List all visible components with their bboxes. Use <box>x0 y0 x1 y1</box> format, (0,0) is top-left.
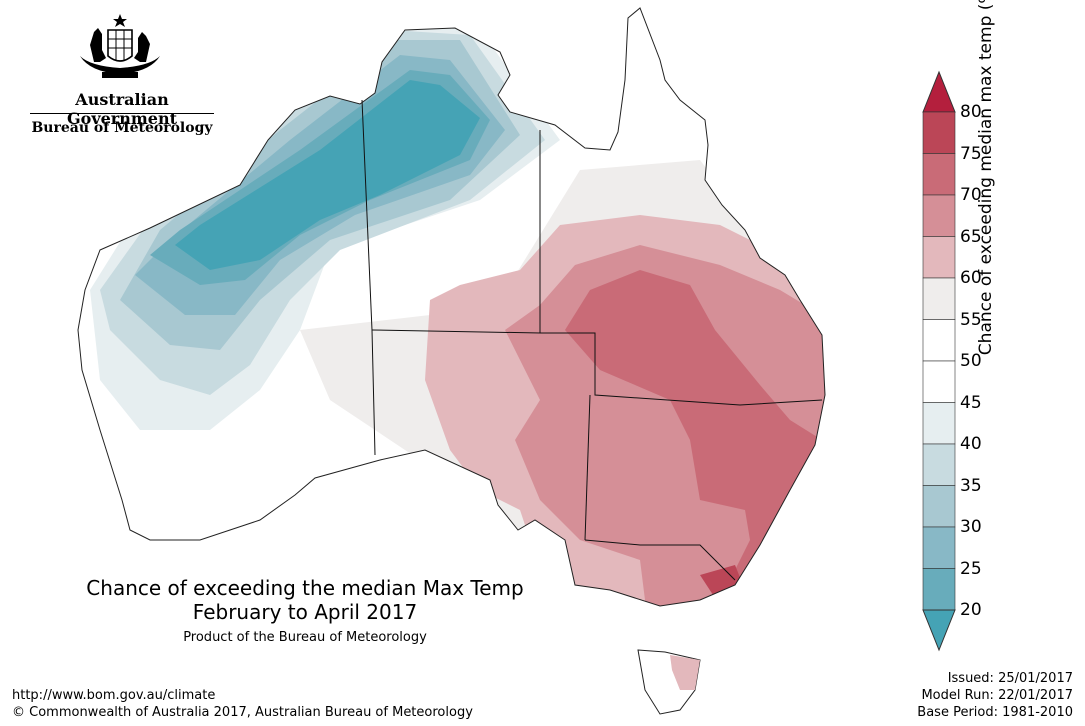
department-name: Bureau of Meteorology <box>31 120 213 136</box>
tick-label: 75 <box>960 144 982 164</box>
coastline <box>77 7 826 607</box>
tick-label: 55 <box>960 310 982 330</box>
copyright: © Commonwealth of Australia 2017, Austra… <box>12 705 473 720</box>
tick-label: 20 <box>960 600 982 620</box>
map-product: Product of the Bureau of Meteorology <box>183 630 427 645</box>
tick-label: 65 <box>960 227 982 247</box>
divider <box>30 113 214 114</box>
tasmania <box>637 649 701 715</box>
tick-label: 80 <box>960 102 982 122</box>
source-link[interactable]: http://www.bom.gov.au/climate <box>12 688 216 703</box>
base-period: Base Period: 1981-2010 <box>917 705 1073 720</box>
map-title-block: Chance of exceeding the median Max Temp … <box>40 576 570 648</box>
tick-label: 50 <box>960 351 982 371</box>
map-period: February to April 2017 <box>192 600 418 624</box>
map-title: Chance of exceeding the median Max Temp <box>86 576 524 600</box>
tick-label: 60 <box>960 268 982 288</box>
tick-label: 25 <box>960 559 982 579</box>
footer-right: Issued: 25/01/2017 Model Run: 22/01/2017… <box>917 670 1073 721</box>
state-borders <box>361 99 823 581</box>
model-run-date: Model Run: 22/01/2017 <box>921 688 1073 703</box>
tick-label: 70 <box>960 185 982 205</box>
coat-of-arms-icon <box>80 14 160 78</box>
colorbar-legend: 80 75 70 65 60 55 50 45 40 35 30 25 20 C… <box>918 0 1068 660</box>
tick-label: 35 <box>960 476 982 496</box>
tick-label: 40 <box>960 434 982 454</box>
legend-title: Chance of exceeding median max temp (%) <box>976 0 996 356</box>
colorbar <box>922 70 956 652</box>
issued-date: Issued: 25/01/2017 <box>947 671 1073 686</box>
tick-label: 30 <box>960 517 982 537</box>
tick-label: 45 <box>960 393 982 413</box>
government-logo: Australian Government Bureau of Meteorol… <box>22 10 222 140</box>
footer-left: http://www.bom.gov.au/climate © Commonwe… <box>12 687 473 721</box>
